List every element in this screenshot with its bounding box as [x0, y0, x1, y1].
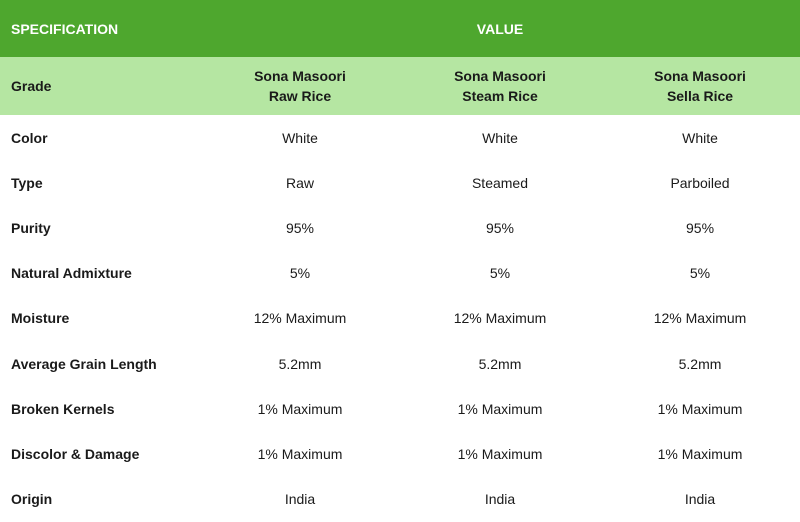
row-label: Color: [11, 129, 48, 146]
row-label: Purity: [11, 219, 51, 236]
row-value: India: [684, 491, 716, 508]
grade-cell-steam-rice: Sona Masoori Steam Rice: [400, 57, 600, 115]
row-value: 5.2mm: [478, 355, 522, 372]
row-value: 1% Maximum: [657, 400, 743, 417]
row-value: India: [484, 491, 516, 508]
row-value: 12% Maximum: [453, 310, 547, 327]
row-value: 95%: [686, 219, 715, 236]
row-value: 1% Maximum: [657, 445, 743, 462]
row-label: Natural Admixture: [11, 265, 132, 282]
row-value: Parboiled: [670, 174, 730, 191]
grade-line1: Sona Masoori: [454, 68, 546, 84]
row-label: Broken Kernels: [11, 400, 115, 417]
row-value: 12% Maximum: [253, 310, 347, 327]
grade-line2: Sella Rice: [666, 88, 734, 104]
grade-cell-raw-rice: Sona Masoori Raw Rice: [200, 57, 400, 115]
table-row: Type Raw Steamed Parboiled: [0, 160, 800, 205]
table-row: Origin India India India: [0, 477, 800, 522]
grade-line1: Sona Masoori: [654, 68, 746, 84]
table-row: Natural Admixture 5% 5% 5%: [0, 251, 800, 296]
row-value: White: [482, 129, 518, 146]
table-row: Purity 95% 95% 95%: [0, 205, 800, 250]
table-header-row: SPECIFICATION VALUE: [0, 0, 800, 57]
row-value: 1% Maximum: [257, 400, 343, 417]
row-value: 1% Maximum: [257, 445, 343, 462]
row-value: 1% Maximum: [457, 445, 543, 462]
row-value: Raw: [285, 174, 314, 191]
table-row: Discolor & Damage 1% Maximum 1% Maximum …: [0, 431, 800, 476]
table-row: Average Grain Length 5.2mm 5.2mm 5.2mm: [0, 341, 800, 386]
row-value: 95%: [285, 219, 315, 236]
grade-label: Grade: [11, 78, 52, 94]
row-label: Average Grain Length: [11, 355, 157, 372]
grade-row: Grade Sona Masoori Raw Rice Sona Masoori…: [0, 57, 800, 115]
row-value: 5.2mm: [678, 355, 722, 372]
row-label: Origin: [11, 491, 53, 508]
row-value: Steamed: [471, 174, 529, 191]
table-row: Color White White White: [0, 115, 800, 160]
row-label: Moisture: [11, 310, 70, 327]
grade-line2: Steam Rice: [462, 88, 538, 104]
row-value: 12% Maximum: [653, 310, 747, 327]
grade-cell-sella-rice: Sona Masoori Sella Rice: [600, 57, 800, 115]
row-label: Discolor & Damage: [11, 445, 140, 462]
table-row: Moisture 12% Maximum 12% Maximum 12% Max…: [0, 296, 800, 341]
row-value: White: [682, 129, 718, 146]
row-value: 5%: [289, 265, 311, 282]
row-label: Type: [11, 174, 43, 191]
row-value: 5%: [689, 265, 711, 282]
specification-header: SPECIFICATION: [11, 20, 119, 37]
row-value: 5.2mm: [278, 355, 322, 372]
row-value: India: [284, 491, 316, 508]
row-value: White: [282, 129, 318, 146]
row-value: 1% Maximum: [457, 400, 543, 417]
grade-line2: Raw Rice: [268, 88, 332, 104]
value-header: VALUE: [476, 20, 524, 37]
table-row: Broken Kernels 1% Maximum 1% Maximum 1% …: [0, 386, 800, 431]
row-value: 5%: [489, 265, 511, 282]
grade-line1: Sona Masoori: [254, 68, 346, 84]
row-value: 95%: [485, 219, 515, 236]
